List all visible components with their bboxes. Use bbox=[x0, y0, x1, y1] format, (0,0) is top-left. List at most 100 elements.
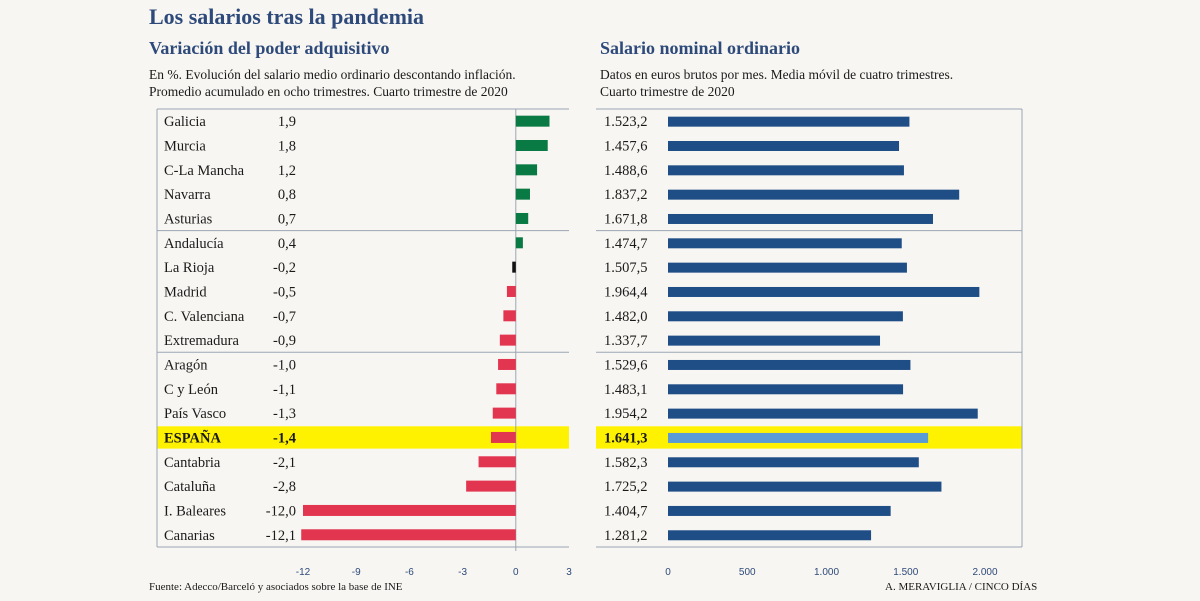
bar-salary-c-valenciana bbox=[668, 311, 903, 322]
left-x-tick-label: 0 bbox=[513, 567, 519, 578]
bar-salary-madrid bbox=[668, 286, 980, 297]
bar-salary-i-baleares bbox=[668, 505, 891, 516]
right-value-label: 1.523,2 bbox=[604, 114, 648, 130]
right-value-label: 1.671,8 bbox=[604, 211, 648, 227]
right-value-label: 1.725,2 bbox=[604, 479, 648, 495]
left-category-label: I. Baleares bbox=[164, 503, 226, 519]
right-chart-subtitle: Salario nominal ordinario bbox=[600, 38, 801, 58]
bar-variation-andalucia bbox=[515, 237, 523, 249]
right-chart-description: Datos en euros brutos por mes. Media móv… bbox=[600, 66, 953, 100]
left-category-label: Asturias bbox=[164, 211, 213, 227]
left-highlight-band bbox=[157, 426, 569, 449]
left-category-label: C-La Mancha bbox=[164, 163, 245, 179]
left-category-label: La Rioja bbox=[164, 260, 215, 276]
bar-salary-canarias bbox=[668, 530, 872, 541]
bar-salary-c-y-leon bbox=[668, 384, 904, 395]
right-x-tick-label: 0 bbox=[665, 567, 671, 578]
bar-salary-extremadura bbox=[668, 335, 881, 346]
bar-variation-asturias bbox=[515, 212, 529, 224]
bar-salary-aragon bbox=[668, 359, 911, 370]
left-category-label: Navarra bbox=[164, 187, 211, 203]
bar-salary-la-rioja bbox=[668, 262, 907, 273]
right-value-label: 1.488,6 bbox=[604, 163, 648, 179]
left-value-label: -0,9 bbox=[273, 333, 296, 349]
credit-note: A. MERAVIGLIA / CINCO DÍAS bbox=[885, 581, 1038, 593]
right-value-label: 1.483,1 bbox=[604, 382, 648, 398]
left-x-tick-label: -12 bbox=[296, 567, 311, 578]
left-value-label: -12,0 bbox=[266, 503, 296, 519]
bar-variation-c-y-leon bbox=[496, 383, 516, 395]
left-category-label: Murcia bbox=[164, 138, 206, 154]
bar-variation-c-la-mancha bbox=[515, 164, 538, 176]
right-value-label: 1.457,6 bbox=[604, 138, 648, 154]
bar-salary-navarra bbox=[668, 189, 960, 200]
right-value-label: 1.482,0 bbox=[604, 309, 648, 325]
bar-salary-cantabria bbox=[668, 457, 919, 468]
left-chart-subtitle: Variación del poder adquisitivo bbox=[149, 38, 390, 58]
bar-salary-asturias bbox=[668, 213, 933, 224]
left-value-label: -1,0 bbox=[273, 357, 296, 373]
page-title: Los salarios tras la pandemia bbox=[149, 4, 425, 29]
right-x-tick-label: 2.000 bbox=[972, 567, 997, 578]
left-category-label: Extremadura bbox=[164, 333, 239, 349]
left-category-label: Cantabria bbox=[164, 455, 221, 471]
bar-variation-navarra bbox=[515, 188, 530, 200]
right-x-tick-label: 1.500 bbox=[893, 567, 918, 578]
bar-salary-espana bbox=[668, 432, 929, 443]
left-category-label: Cataluña bbox=[164, 479, 216, 495]
left-category-label: C. Valenciana bbox=[164, 309, 245, 325]
left-category-label: Galicia bbox=[164, 114, 206, 130]
left-value-label: -1,3 bbox=[273, 406, 296, 422]
right-value-label: 1.582,3 bbox=[604, 455, 648, 471]
bar-variation-madrid bbox=[506, 285, 516, 297]
left-category-label: Madrid bbox=[164, 284, 207, 300]
left-category-label: Andalucía bbox=[164, 236, 224, 252]
left-value-label: 0,4 bbox=[278, 236, 297, 252]
bar-salary-c-la-mancha bbox=[668, 165, 904, 176]
left-description-line2: Promedio acumulado en ocho trimestres. C… bbox=[149, 84, 508, 99]
left-value-label: -1,1 bbox=[273, 382, 296, 398]
left-value-label: -0,5 bbox=[273, 284, 296, 300]
right-value-label: 1.507,5 bbox=[604, 260, 648, 276]
left-x-tick-label: -9 bbox=[352, 567, 361, 578]
bar-variation-pais-vasco bbox=[492, 407, 516, 419]
bar-variation-galicia bbox=[515, 115, 550, 127]
left-value-label: -0,2 bbox=[273, 260, 296, 276]
left-value-label: 0,7 bbox=[278, 211, 296, 227]
left-category-label: ESPAÑA bbox=[164, 428, 221, 446]
right-description-line2: Cuarto trimestre de 2020 bbox=[600, 84, 735, 99]
left-value-label: -2,1 bbox=[273, 455, 296, 471]
right-x-tick-label: 500 bbox=[739, 567, 756, 578]
right-value-label: 1.837,2 bbox=[604, 187, 648, 203]
bar-variation-c-valenciana bbox=[503, 310, 516, 322]
right-value-label: 1.964,4 bbox=[604, 284, 648, 300]
bar-salary-murcia bbox=[668, 140, 900, 151]
left-value-label: -12,1 bbox=[266, 528, 296, 544]
right-value-label: 1.529,6 bbox=[604, 357, 648, 373]
right-value-label: 1.404,7 bbox=[604, 503, 648, 519]
bar-variation-canarias bbox=[301, 529, 516, 541]
left-x-tick-label: -6 bbox=[405, 567, 414, 578]
left-category-label: País Vasco bbox=[164, 406, 226, 422]
left-x-tick-label: 3 bbox=[566, 567, 572, 578]
left-category-label: Canarias bbox=[164, 528, 215, 544]
bar-salary-galicia bbox=[668, 116, 910, 127]
left-category-label: Aragón bbox=[164, 357, 208, 373]
left-value-label: -1,4 bbox=[273, 430, 296, 446]
right-description-line1: Datos en euros brutos por mes. Media móv… bbox=[600, 67, 954, 82]
source-note: Fuente: Adecco/Barceló y asociados sobre… bbox=[149, 581, 403, 593]
bar-variation-aragon bbox=[498, 358, 516, 370]
right-value-label: 1.954,2 bbox=[604, 406, 648, 422]
right-x-tick-label: 1.000 bbox=[814, 567, 839, 578]
bar-variation-extremadura bbox=[499, 334, 516, 346]
right-value-label: 1.281,2 bbox=[604, 528, 648, 544]
bar-variation-murcia bbox=[515, 139, 548, 151]
left-value-label: 0,8 bbox=[278, 187, 296, 203]
left-chart-description: En %. Evolución del salario medio ordina… bbox=[149, 66, 516, 100]
bar-salary-cataluna bbox=[668, 481, 942, 492]
right-value-label: 1.337,7 bbox=[604, 333, 648, 349]
bar-salary-andalucia bbox=[668, 238, 902, 249]
bar-variation-espana bbox=[490, 431, 516, 443]
left-value-label: 1,9 bbox=[278, 114, 296, 130]
